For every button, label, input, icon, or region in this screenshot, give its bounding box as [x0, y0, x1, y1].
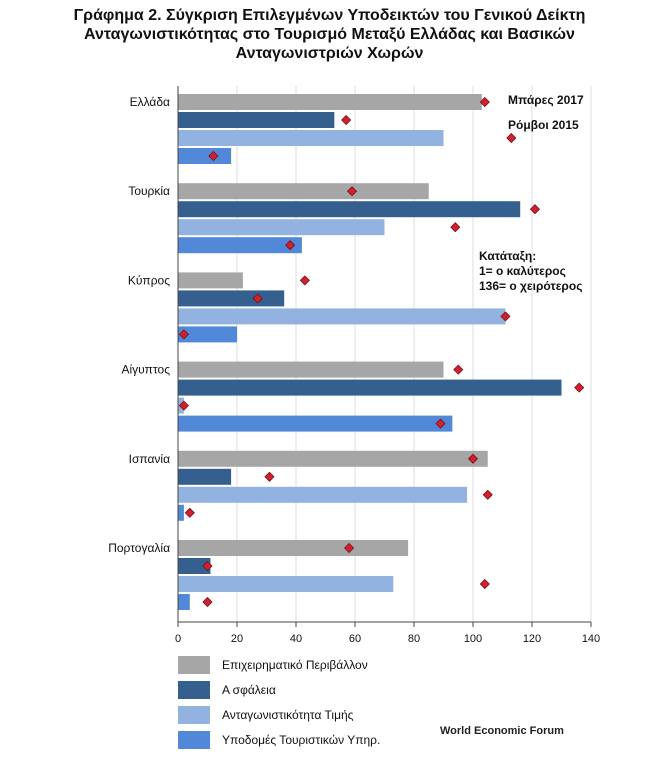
- diamond-marker: [344, 542, 355, 554]
- diamond-marker: [467, 453, 479, 464]
- legend-swatch: [178, 706, 210, 724]
- legend-swatch: [178, 731, 210, 749]
- diamond-marker: [482, 489, 493, 500]
- title-line-1: Γράφημα 2. Σύγκριση Επιλεγμένων Υποδεικτ…: [73, 7, 586, 24]
- legend-swatch: [178, 656, 210, 674]
- diamond-marker: [178, 400, 189, 411]
- diamond-marker: [299, 275, 310, 286]
- bar: [178, 237, 302, 254]
- diamond-marker: [285, 240, 296, 251]
- category-label: Ισπανία: [129, 452, 170, 466]
- diamond-marker: [202, 560, 213, 572]
- bar: [178, 415, 453, 432]
- diamond-marker: [479, 96, 490, 108]
- bar: [178, 576, 394, 592]
- bar: [178, 468, 232, 485]
- x-tick-label: 20: [231, 633, 243, 645]
- bar: [178, 183, 429, 200]
- diamond-marker: [252, 293, 263, 304]
- bar: [178, 94, 482, 110]
- x-tick-label: 40: [290, 633, 302, 645]
- diamond-marker: [184, 507, 195, 518]
- category-label: Τουρκία: [128, 184, 170, 198]
- ranking-line-2: 1= ο καλύτερος: [479, 264, 566, 278]
- legend-label: Ανταγωνιστικότητα Τιμής: [222, 708, 354, 722]
- diamond-marker: [341, 114, 352, 126]
- bar: [178, 540, 409, 556]
- diamond-marker: [178, 329, 189, 340]
- category-label: Κύπρος: [128, 273, 170, 287]
- category-label: Ελλάδα: [130, 95, 170, 109]
- diamond-marker: [529, 204, 541, 215]
- ranking-annotation: Κατάταξη: 1= ο καλύτερος 136= ο χειρότερ…: [479, 249, 582, 294]
- bar: [178, 558, 211, 574]
- x-tick-label: 120: [523, 633, 541, 645]
- diamond-marker: [500, 311, 511, 322]
- bar: [178, 148, 232, 164]
- x-tick-label: 80: [408, 633, 420, 645]
- bar: [178, 504, 184, 521]
- title-line-3: Ανταγωνιστριών Χωρών: [235, 45, 424, 62]
- legend-label: Υποδομές Τουριστικών Υπηρ.: [222, 733, 381, 747]
- category-label: Αίγυπτος: [121, 363, 170, 377]
- bar: [178, 379, 562, 396]
- chart-title: Γράφημα 2. Σύγκριση Επιλεγμένων Υποδεικτ…: [0, 6, 659, 63]
- bars-year-annotation: Μπάρες 2017: [508, 93, 584, 107]
- legend-label: Α σφάλεια: [222, 683, 276, 697]
- bar: [178, 326, 237, 343]
- bar: [178, 308, 506, 325]
- category-label: Πορτογαλία: [108, 541, 170, 555]
- x-tick-label: 100: [464, 633, 482, 645]
- x-tick-label: 60: [349, 633, 361, 645]
- title-line-2: Ανταγωνιστικότητας στο Τουρισμό Μεταξύ Ε…: [84, 26, 575, 43]
- diamond-marker: [479, 578, 490, 590]
- diamond-marker: [435, 418, 446, 429]
- bar: [178, 486, 468, 503]
- bar: [178, 594, 190, 610]
- bar: [178, 112, 335, 128]
- bar: [178, 130, 444, 146]
- x-tick-label: 140: [582, 633, 600, 645]
- ranking-line-1: Κατάταξη:: [479, 249, 537, 263]
- diamond-marker: [208, 150, 219, 162]
- source-credit: World Economic Forum: [440, 725, 564, 737]
- legend-swatch: [178, 681, 210, 699]
- diamond-marker: [453, 364, 464, 375]
- diamonds-year-annotation: Ρόμβοι 2015: [508, 118, 579, 132]
- bar: [178, 272, 243, 289]
- ranking-line-3: 136= ο χειρότερος: [479, 279, 583, 293]
- diamond-marker: [346, 186, 358, 197]
- legend-label: Επιχειρηματικό Περιβάλλον: [222, 658, 368, 672]
- bar: [178, 201, 521, 218]
- bar: [178, 219, 385, 236]
- diamond-marker: [574, 382, 585, 393]
- bar: [178, 450, 488, 467]
- diamond-marker: [450, 222, 461, 233]
- diamond-marker: [264, 471, 275, 482]
- diamond-marker: [506, 132, 517, 144]
- diamond-marker: [202, 596, 213, 608]
- x-tick-label: 0: [175, 633, 181, 645]
- bar: [178, 361, 444, 378]
- bar: [178, 290, 285, 307]
